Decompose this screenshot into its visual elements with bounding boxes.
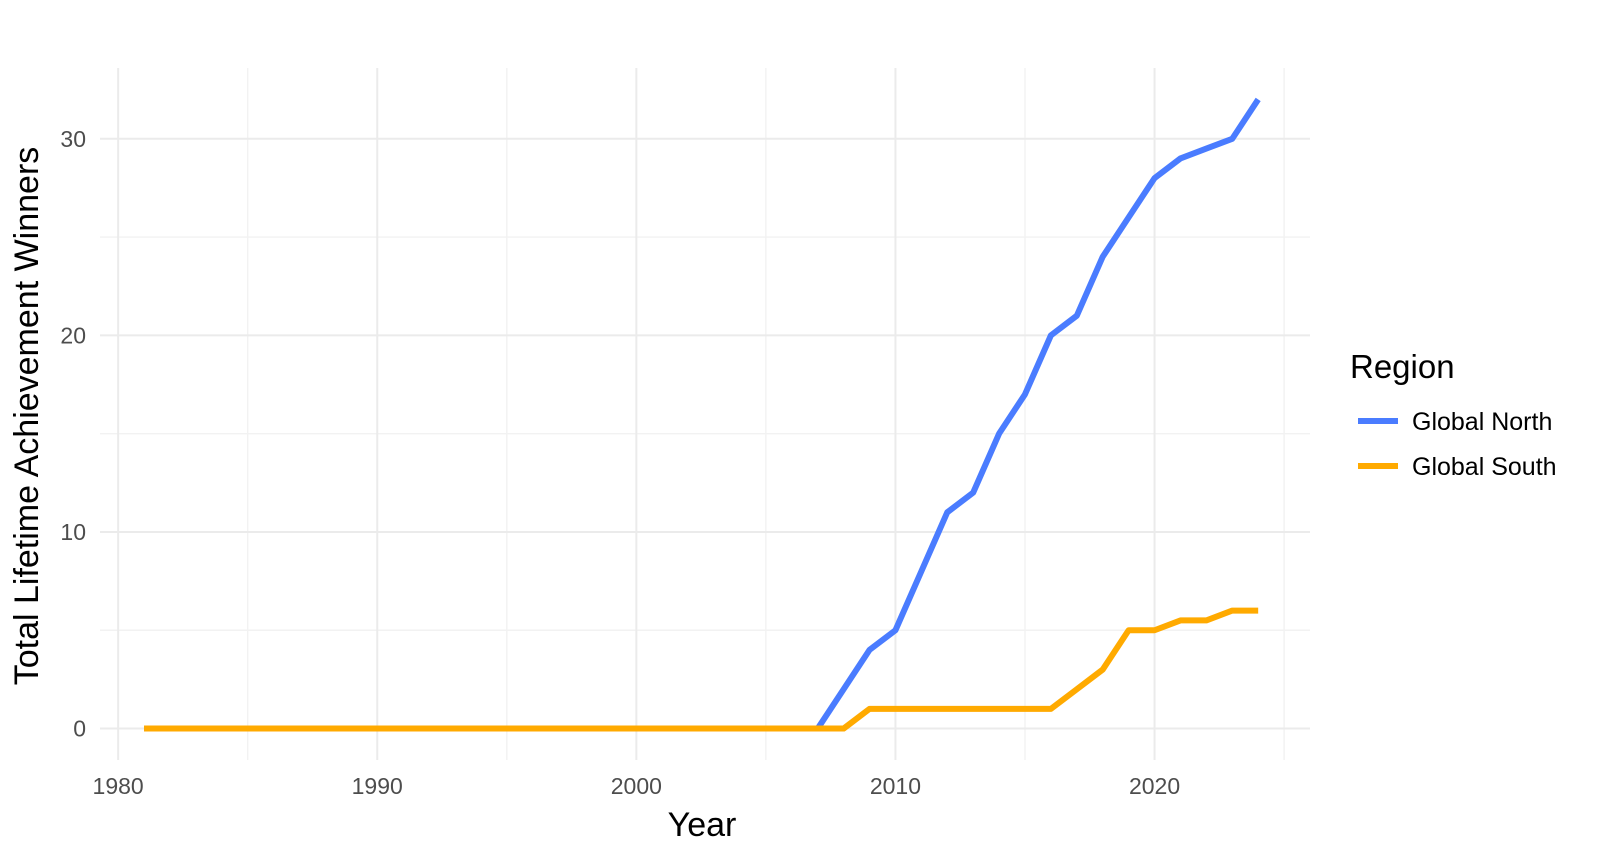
series-line-global-south xyxy=(144,607,1259,732)
legend-title: Region xyxy=(1350,348,1455,385)
legend-item-global-north: Global North xyxy=(1358,408,1552,436)
y-tick-label: 10 xyxy=(60,519,86,545)
x-tick-label: 2020 xyxy=(1129,773,1180,799)
legend: Region Global North Global South xyxy=(1350,348,1557,481)
y-axis-ticks: 0 10 20 30 xyxy=(60,126,86,742)
series-lines xyxy=(144,97,1261,732)
x-tick-label: 1980 xyxy=(93,773,144,799)
y-axis-title: Total Lifetime Achievement Winners xyxy=(8,147,46,686)
x-tick-label: 2010 xyxy=(870,773,921,799)
x-tick-label: 2000 xyxy=(611,773,662,799)
x-tick-label: 1990 xyxy=(352,773,403,799)
x-axis-title: Year xyxy=(668,806,737,844)
series-line-global-north xyxy=(144,97,1261,732)
grid xyxy=(100,68,1310,760)
x-axis-ticks: 1980 1990 2000 2010 2020 xyxy=(93,773,1181,799)
y-tick-label: 20 xyxy=(60,322,86,348)
legend-label: Global South xyxy=(1412,453,1557,481)
legend-item-global-south: Global South xyxy=(1358,453,1557,481)
y-tick-label: 0 xyxy=(73,716,86,742)
legend-label: Global North xyxy=(1412,408,1552,436)
y-tick-label: 30 xyxy=(60,126,86,152)
legend-items: Global North Global South xyxy=(1358,408,1557,481)
